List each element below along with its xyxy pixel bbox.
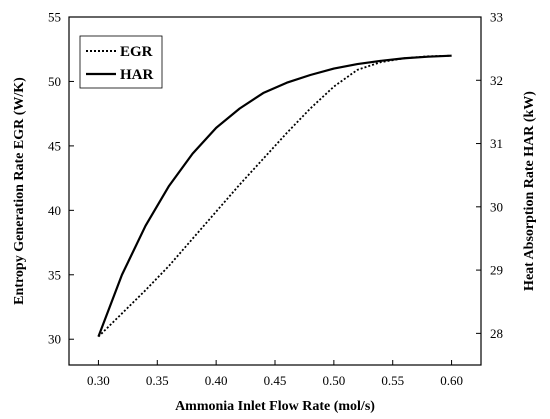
y-right-tick-label: 29: [490, 263, 503, 278]
series-line-egr: [97, 54, 452, 338]
legend-box: [79, 35, 163, 89]
legend: EGR HAR: [79, 35, 163, 89]
y-right-tick-label: 28: [490, 326, 503, 341]
x-tick-label: 0.40: [205, 373, 228, 388]
x-tick-label: 0.30: [87, 373, 110, 388]
y-left-tick-label: 45: [48, 138, 61, 153]
y-left-tick-label: 55: [48, 10, 61, 25]
y-right-tick-label: 30: [490, 199, 503, 214]
legend-label-egr: EGR: [120, 44, 153, 60]
y-left-axis-title: Entropy Generation Rate EGR (W/K): [12, 77, 27, 305]
y-left-tick-label: 35: [48, 267, 61, 282]
x-tick-label: 0.50: [322, 373, 345, 388]
legend-label-har: HAR: [120, 67, 154, 83]
x-tick-label: 0.35: [146, 373, 169, 388]
y-left-tick-label: 30: [48, 332, 61, 347]
x-tick-label: 0.60: [440, 373, 463, 388]
y-right-tick-label: 32: [490, 73, 503, 88]
y-right-tick-label: 31: [490, 136, 503, 151]
ticks-layer: 0.30 0.35 0.40 0.45 0.50 0.55 0.60 30 35 40 45 50 55…: [48, 10, 503, 389]
y-right-tick-label: 33: [490, 10, 503, 25]
x-tick-label: 0.45: [264, 373, 287, 388]
series-line-har: [97, 54, 452, 338]
plot-frame: [68, 16, 482, 366]
series-layer: [97, 54, 452, 338]
y-left-tick-label: 50: [48, 74, 61, 89]
y-right-axis-title: Heat Absorption Rate HAR (kW): [522, 91, 537, 291]
x-tick-label: 0.55: [381, 373, 404, 388]
x-axis-title: Ammonia Inlet Flow Rate (mol/s): [175, 399, 375, 414]
y-left-tick-label: 40: [48, 203, 61, 218]
